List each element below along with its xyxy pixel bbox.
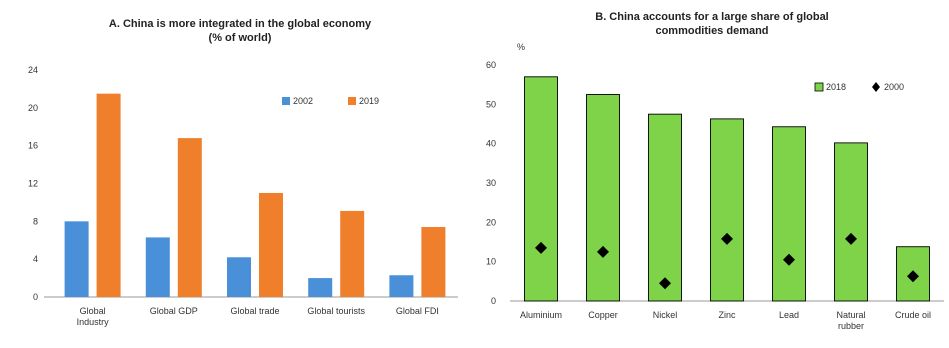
y-tick-label: 10 bbox=[486, 257, 496, 267]
bar-2018-copper bbox=[586, 94, 620, 302]
category-label-zinc: Zinc bbox=[718, 310, 736, 320]
marker-2000-lead bbox=[783, 253, 795, 266]
legend-swatch-2019 bbox=[348, 97, 356, 105]
legend-label-2019: 2019 bbox=[359, 96, 379, 106]
y-tick-label: 12 bbox=[28, 179, 38, 189]
legend-swatch-2018 bbox=[814, 82, 824, 92]
y-tick-label: 0 bbox=[33, 292, 38, 302]
category-label-nickel: Nickel bbox=[653, 310, 678, 320]
marker-2000-aluminium bbox=[535, 241, 547, 254]
bar-2002-global-tourists bbox=[308, 278, 333, 297]
panel-b: B. China accounts for a large share of g… bbox=[486, 11, 944, 331]
y-tick-label: 20 bbox=[28, 103, 38, 113]
legend-swatch-2000 bbox=[872, 82, 880, 92]
legend-label-2000: 2000 bbox=[884, 82, 904, 92]
bar-2019-global-trade bbox=[259, 192, 283, 297]
legend-swatch-2002 bbox=[282, 97, 290, 105]
bar-2018-zinc bbox=[710, 118, 744, 302]
y-tick-label: 60 bbox=[486, 60, 496, 70]
y-tick-label: 24 bbox=[28, 65, 38, 75]
category-label-copper: Copper bbox=[588, 310, 618, 320]
panel-a-title: A. China is more integrated in the globa… bbox=[109, 18, 372, 30]
bar-2002-global-fdi bbox=[389, 275, 414, 297]
panel-b-legend: 2018 2000 bbox=[814, 82, 904, 92]
legend-label-2002: 2002 bbox=[293, 96, 313, 106]
bar-2019-global-tourists bbox=[340, 210, 365, 297]
category-label-aluminium: Aluminium bbox=[520, 310, 562, 320]
bar-2019-global-fdi bbox=[421, 227, 446, 297]
y-tick-label: 16 bbox=[28, 141, 38, 151]
category-label-global-fdi: Global FDI bbox=[396, 306, 439, 316]
bar-2018-nickel bbox=[648, 113, 682, 302]
legend-label-2018: 2018 bbox=[826, 82, 846, 92]
category-label-natural-rubber: Natural rubber bbox=[836, 310, 865, 331]
bar-2019-global-gdp bbox=[177, 138, 202, 297]
bar-2002-global-trade bbox=[227, 257, 251, 297]
panel-b-subtitle: commodities demand bbox=[655, 25, 768, 37]
category-label-lead: Lead bbox=[779, 310, 799, 320]
marker-2000-nickel bbox=[659, 277, 671, 290]
category-label-global-industry: Global Industry bbox=[77, 306, 110, 327]
panel-a-legend: 2002 2019 bbox=[282, 96, 379, 106]
bar-2002-global-gdp bbox=[145, 237, 170, 297]
y-tick-label: 30 bbox=[486, 178, 496, 188]
marker-2000-natural-rubber bbox=[845, 232, 857, 245]
bar-2019-global-industry bbox=[96, 93, 121, 297]
category-label-global-gdp: Global GDP bbox=[150, 306, 198, 316]
panel-a: A. China is more integrated in the globa… bbox=[28, 18, 458, 327]
category-label-global-tourists: Global tourists bbox=[307, 306, 365, 316]
bar-2018-aluminium bbox=[524, 76, 558, 302]
marker-2000-crude-oil bbox=[907, 270, 919, 283]
panel-a-subtitle: (% of world) bbox=[209, 32, 272, 44]
y-tick-label: 40 bbox=[486, 139, 496, 149]
panel-b-title: B. China accounts for a large share of g… bbox=[595, 11, 829, 23]
y-tick-label: 4 bbox=[33, 254, 38, 264]
y-tick-label: 0 bbox=[491, 296, 496, 306]
category-label-crude-oil: Crude oil bbox=[895, 310, 931, 320]
panel-b-ylabel: % bbox=[517, 42, 525, 52]
y-tick-label: 8 bbox=[33, 216, 38, 226]
bar-2018-lead bbox=[772, 126, 806, 302]
category-label-global-trade: Global trade bbox=[230, 306, 279, 316]
marker-2000-copper bbox=[597, 245, 609, 258]
bar-2002-global-industry bbox=[64, 221, 89, 297]
marker-2000-zinc bbox=[721, 232, 733, 245]
y-tick-label: 50 bbox=[486, 99, 496, 109]
bar-2018-natural-rubber bbox=[834, 142, 868, 302]
y-tick-label: 20 bbox=[486, 217, 496, 227]
